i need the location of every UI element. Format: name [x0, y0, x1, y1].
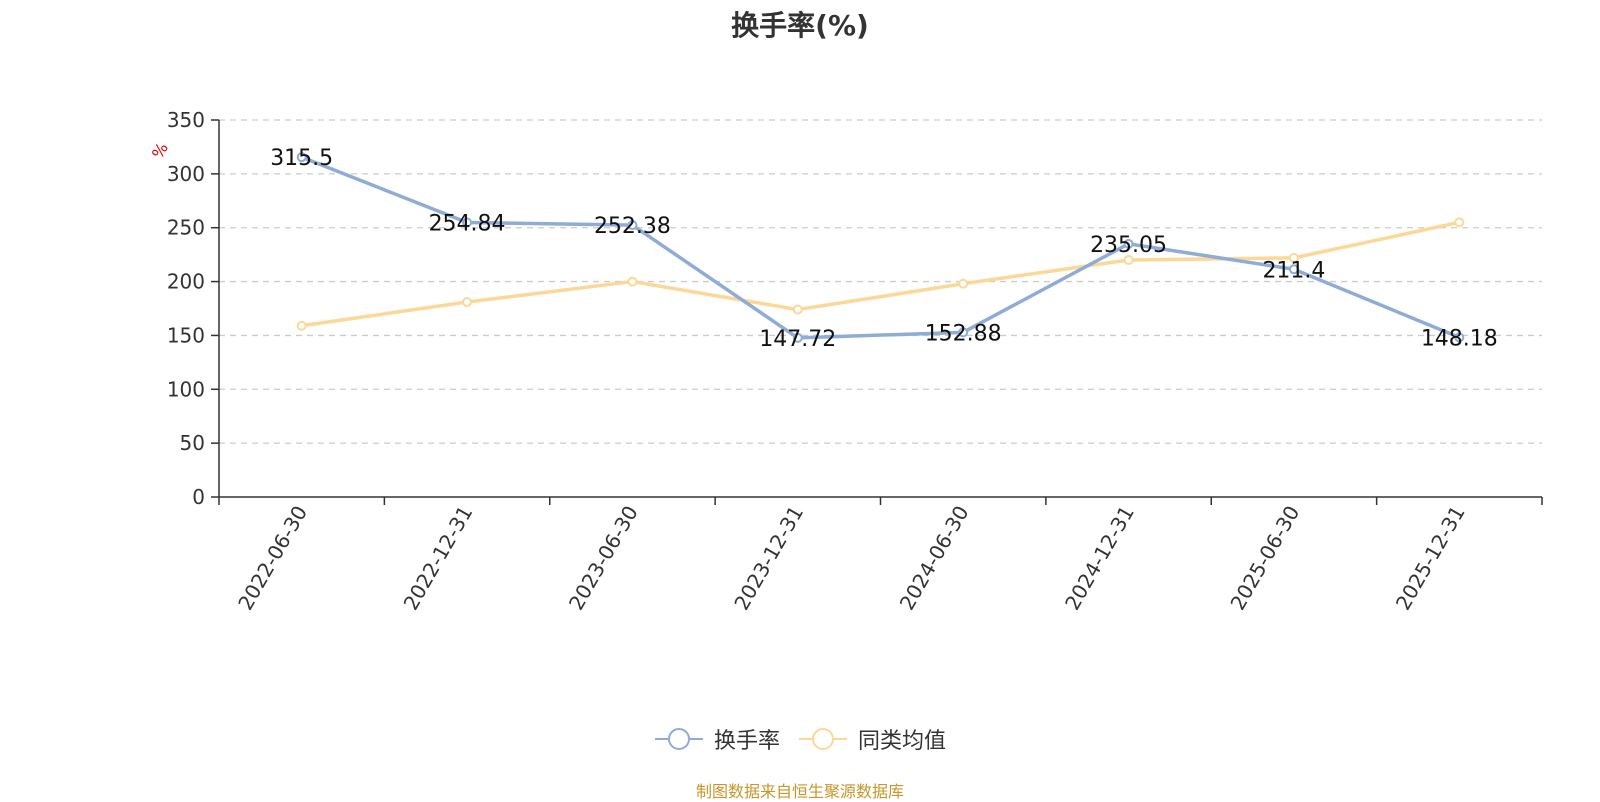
- y-tick-label: 350: [167, 108, 205, 132]
- series-lines: [296, 152, 1465, 343]
- data-label: 152.88: [925, 321, 1002, 346]
- legend-marker-icon: [654, 728, 703, 750]
- x-tick-label: 2023-12-31: [729, 502, 808, 615]
- series-point-0: [1288, 264, 1299, 275]
- y-axis-unit-label: %: [148, 139, 172, 162]
- data-label: 252.38: [594, 214, 671, 239]
- series-point-0: [1123, 238, 1134, 249]
- series-point-1: [1454, 217, 1465, 228]
- series-line-1: [299, 220, 1462, 328]
- source-note: 制图数据来自恒生聚源数据库: [695, 782, 904, 801]
- series-point-0: [958, 327, 969, 338]
- series-point-0: [627, 220, 638, 231]
- legend-marker-icon: [799, 728, 847, 750]
- series-point-0: [792, 332, 803, 343]
- series-point-1: [792, 304, 803, 315]
- series-point-1: [462, 297, 473, 308]
- series-point-1: [958, 278, 969, 289]
- x-tick-label: 2023-06-30: [564, 502, 643, 615]
- legend: 换手率 同类均值: [0, 723, 1600, 755]
- x-tick-label: 2025-12-31: [1391, 502, 1470, 615]
- legend-label: 换手率: [713, 729, 780, 754]
- data-labels: 315.5 254.84 252.38 147.72 152.88 235.05 211.4…: [270, 146, 1498, 352]
- x-tick-label: 2022-12-31: [398, 502, 477, 615]
- series-point-0: [462, 217, 473, 228]
- x-tick-label: 2022-06-30: [233, 502, 312, 615]
- legend-item-0[interactable]: 换手率: [654, 723, 780, 755]
- legend-label: 同类均值: [858, 729, 947, 754]
- y-tick-label: 150: [167, 323, 205, 347]
- chart-title: 换手率(%): [731, 9, 869, 42]
- data-label: 235.05: [1090, 233, 1167, 258]
- data-label: 211.4: [1262, 258, 1325, 283]
- y-tick-label: 250: [167, 216, 205, 240]
- series-point-1: [296, 320, 307, 331]
- series-point-0: [1454, 332, 1465, 343]
- data-label: 254.84: [429, 212, 506, 237]
- legend-item-1[interactable]: 同类均值: [798, 723, 946, 755]
- data-label: 148.18: [1421, 326, 1498, 351]
- series-line-0: [299, 155, 1462, 340]
- data-label: 147.72: [759, 327, 836, 352]
- x-tick-label: 2024-06-30: [895, 502, 974, 615]
- y-tick-label: 0: [192, 485, 205, 509]
- y-tick-label: 100: [167, 377, 205, 401]
- series-point-1: [627, 276, 638, 287]
- series-point-1: [1288, 252, 1299, 263]
- series-point-1: [1123, 255, 1134, 266]
- x-tick-label: 2025-06-30: [1225, 502, 1304, 615]
- x-tick-label: 2024-12-31: [1060, 502, 1139, 615]
- y-tick-label: 200: [167, 270, 205, 294]
- data-label: 315.5: [270, 146, 333, 171]
- y-tick-label: 50: [180, 431, 205, 455]
- y-tick-label: 300: [167, 162, 205, 186]
- series-point-0: [296, 152, 307, 163]
- grid-lines: [219, 119, 1542, 444]
